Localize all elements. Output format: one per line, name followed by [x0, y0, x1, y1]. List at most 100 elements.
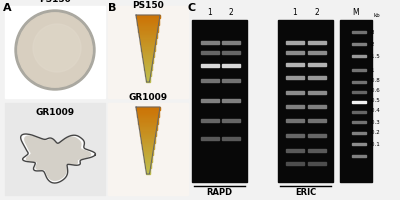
Bar — [136, 107, 160, 108]
Bar — [286, 148, 304, 152]
Bar — [139, 32, 157, 33]
Bar — [308, 118, 326, 121]
Bar — [144, 63, 152, 64]
Bar — [144, 70, 152, 71]
Text: GR1009: GR1009 — [36, 108, 74, 117]
Bar — [138, 117, 158, 118]
Bar — [222, 98, 240, 102]
Bar — [141, 138, 155, 139]
Bar — [145, 164, 151, 165]
Bar — [142, 145, 154, 146]
Bar — [142, 52, 154, 53]
Bar — [144, 158, 152, 159]
Text: -0.2: -0.2 — [370, 130, 381, 136]
Bar — [140, 134, 156, 135]
Bar — [201, 50, 219, 53]
Polygon shape — [25, 136, 90, 180]
Bar — [222, 40, 240, 44]
Bar — [146, 170, 150, 171]
Text: B: B — [108, 3, 116, 13]
Bar — [352, 69, 366, 71]
Bar — [137, 22, 159, 23]
Text: -0.3: -0.3 — [370, 119, 381, 124]
Text: -1.5: -1.5 — [370, 53, 381, 58]
Bar — [138, 27, 158, 28]
Bar — [140, 41, 156, 42]
Bar — [352, 111, 366, 113]
Bar — [308, 90, 326, 94]
Bar — [286, 50, 304, 53]
Bar — [141, 47, 155, 48]
Bar — [144, 157, 152, 158]
Bar — [352, 155, 366, 157]
Bar — [143, 152, 153, 153]
Bar — [140, 37, 156, 38]
Bar — [201, 136, 219, 140]
Bar — [146, 172, 150, 173]
Bar — [142, 147, 154, 148]
Bar — [142, 142, 154, 143]
Bar — [138, 119, 158, 120]
Bar — [308, 104, 326, 108]
Bar — [138, 31, 158, 32]
Bar — [144, 66, 152, 67]
Bar — [146, 81, 150, 82]
Text: -0.8: -0.8 — [370, 77, 381, 82]
Bar — [145, 73, 151, 74]
Bar — [142, 50, 154, 51]
Bar — [138, 30, 158, 31]
Bar — [286, 118, 304, 121]
Bar — [146, 167, 150, 168]
Bar — [141, 45, 155, 46]
Bar — [286, 104, 304, 108]
Bar — [146, 76, 150, 78]
Bar — [308, 75, 326, 78]
Text: -1: -1 — [370, 68, 376, 72]
Bar — [146, 168, 150, 170]
Bar — [136, 18, 160, 19]
Bar — [145, 165, 151, 166]
Bar — [308, 134, 326, 136]
Bar — [201, 64, 219, 66]
Bar — [192, 20, 247, 182]
Bar — [144, 156, 152, 157]
Bar — [140, 133, 156, 134]
Bar — [143, 61, 153, 62]
Text: -0.6: -0.6 — [370, 88, 381, 92]
Text: 1: 1 — [293, 8, 297, 17]
Bar — [142, 56, 154, 57]
Bar — [138, 26, 158, 27]
Bar — [308, 162, 326, 164]
Circle shape — [33, 24, 81, 72]
Bar — [139, 125, 157, 126]
Bar — [139, 34, 157, 35]
Bar — [145, 166, 151, 167]
Bar — [145, 163, 151, 164]
Bar — [139, 127, 157, 128]
Bar — [143, 59, 153, 60]
Bar — [142, 148, 154, 149]
Bar — [108, 6, 188, 98]
Bar — [286, 134, 304, 136]
Bar — [140, 44, 156, 45]
Bar — [222, 78, 240, 82]
Bar — [144, 64, 152, 65]
Bar — [137, 23, 159, 24]
Text: -0.1: -0.1 — [370, 142, 381, 148]
Text: C: C — [188, 3, 196, 13]
Bar — [308, 50, 326, 53]
Circle shape — [15, 10, 95, 90]
Bar — [146, 79, 150, 80]
Bar — [137, 114, 159, 115]
Bar — [137, 21, 159, 22]
Text: -3: -3 — [370, 29, 376, 34]
Bar — [352, 101, 366, 103]
Bar — [142, 144, 154, 145]
Bar — [5, 6, 105, 98]
Bar — [352, 43, 366, 45]
Bar — [142, 55, 154, 56]
Bar — [144, 161, 152, 162]
Text: RAPD: RAPD — [206, 188, 232, 197]
Text: GR1009: GR1009 — [128, 93, 168, 102]
Bar — [145, 72, 151, 73]
